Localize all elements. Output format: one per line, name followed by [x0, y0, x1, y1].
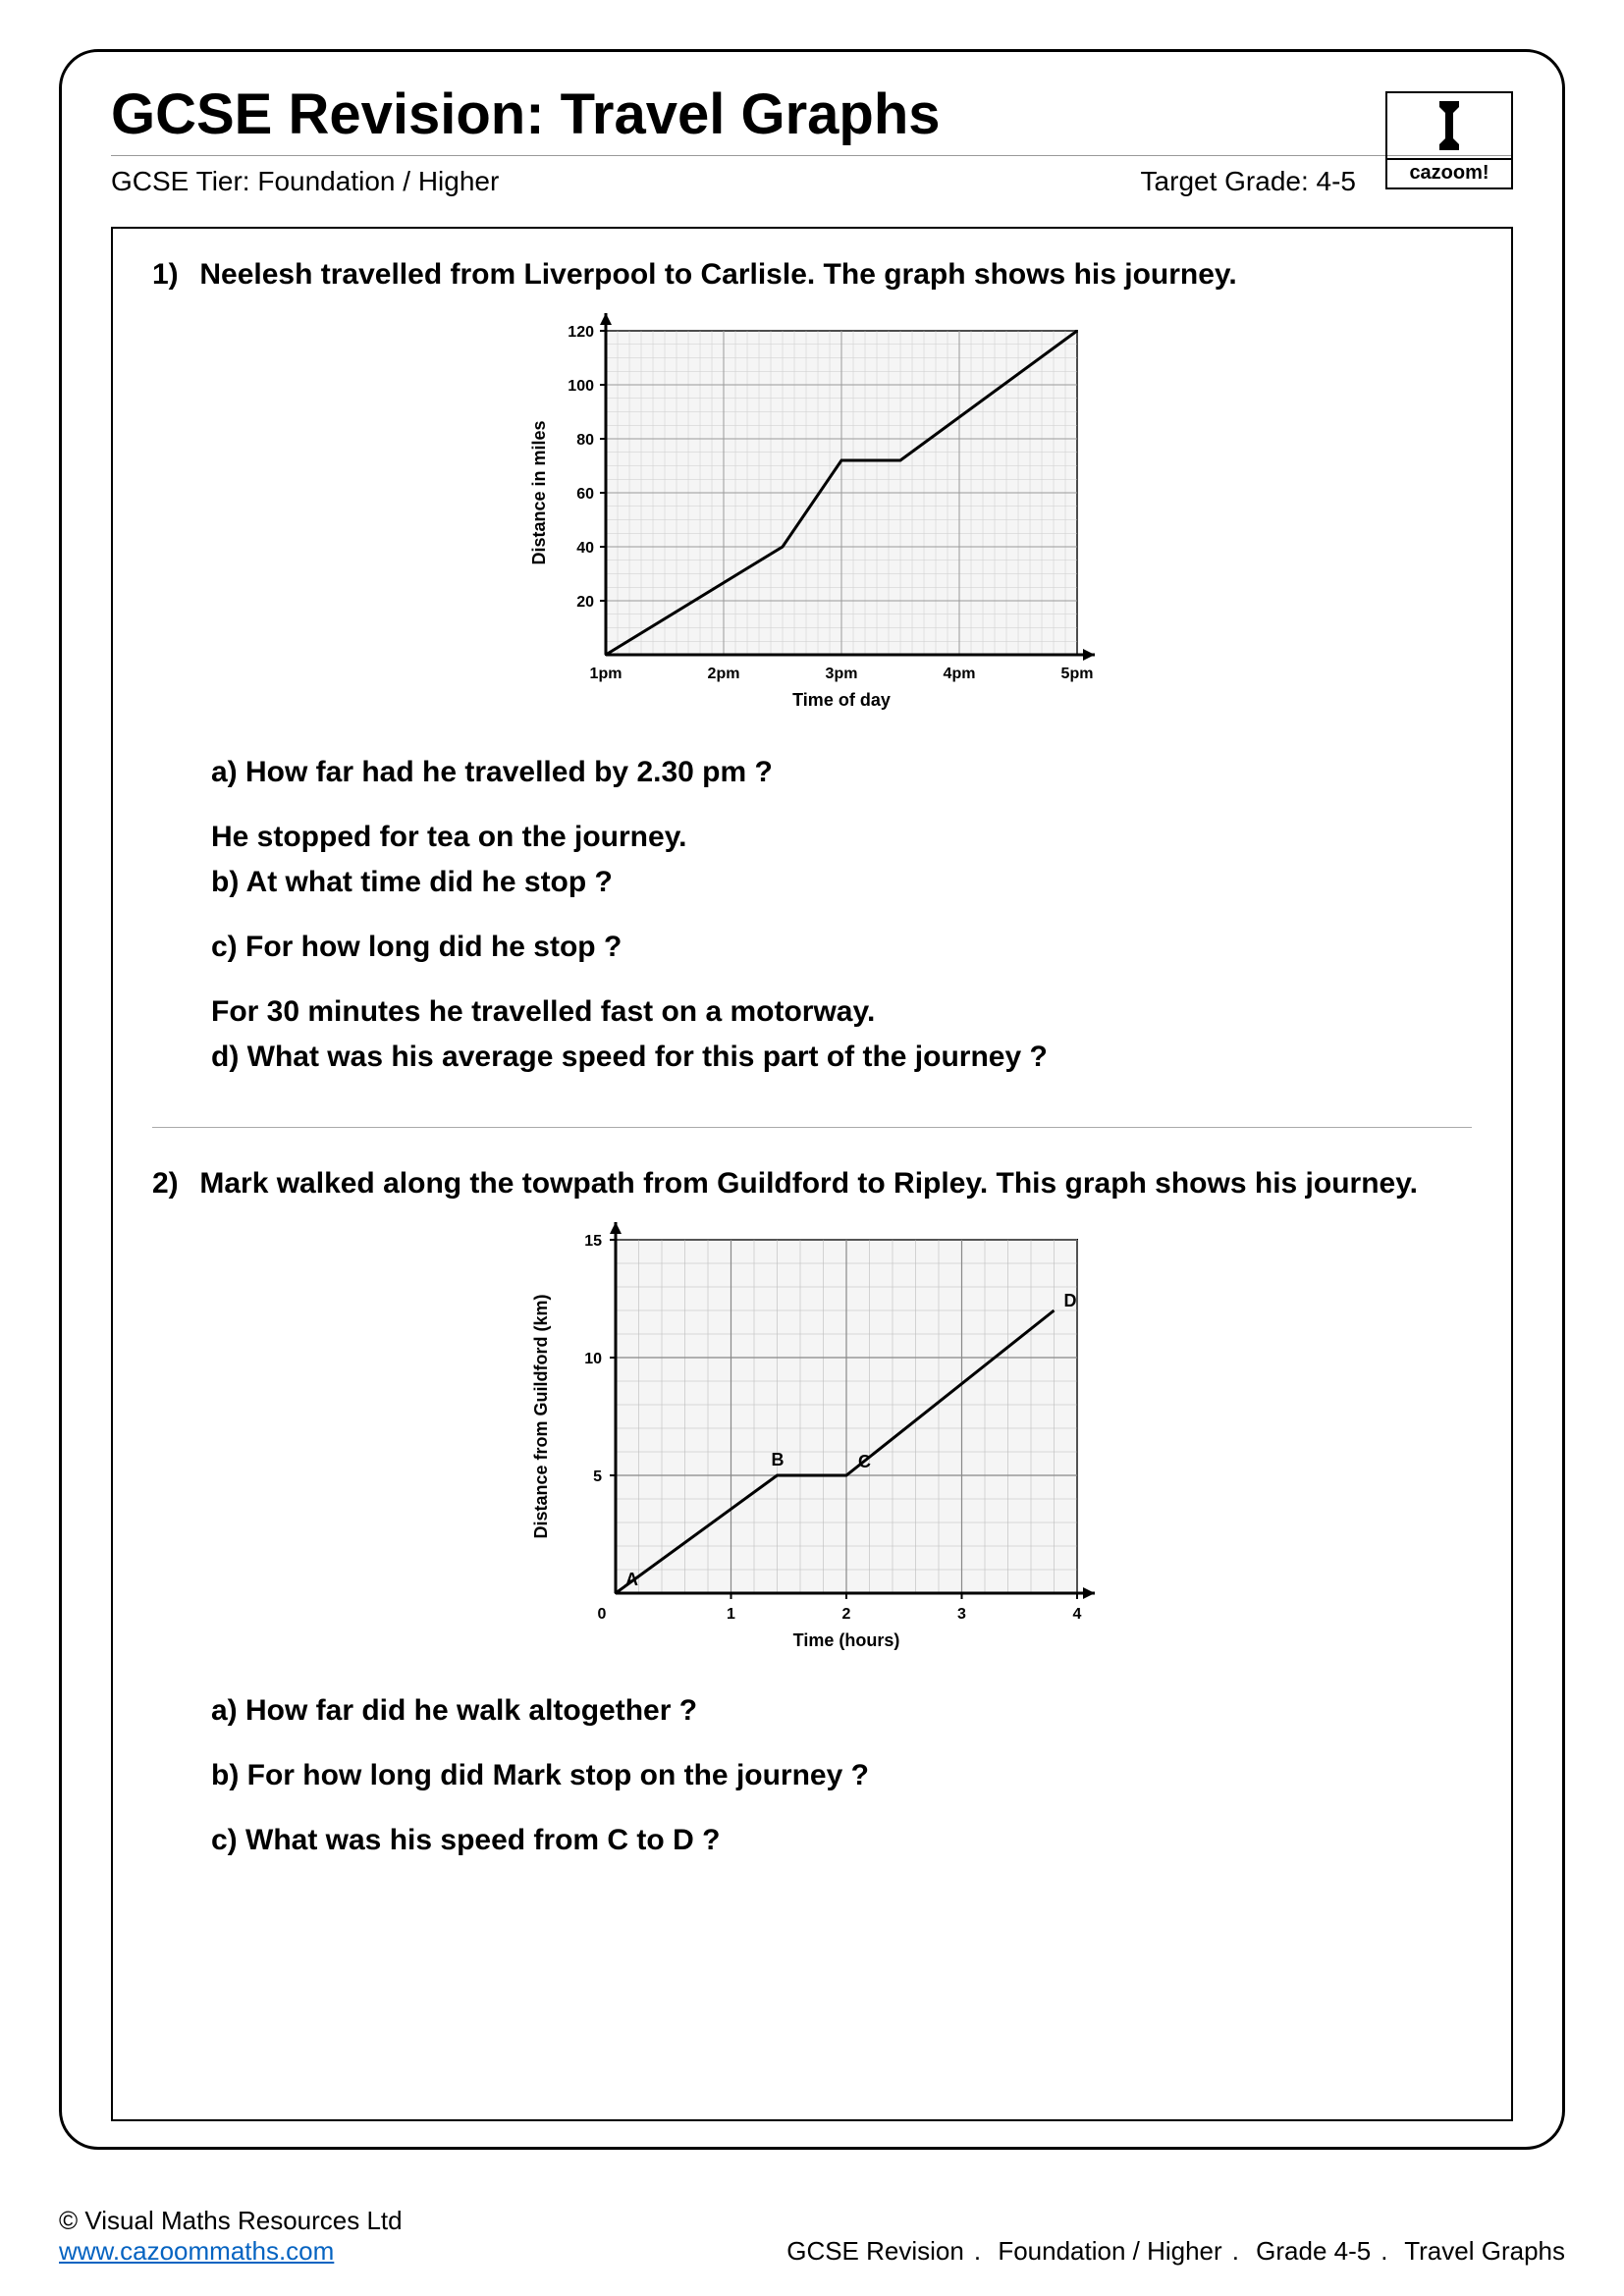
- crumb1: GCSE Revision: [786, 2236, 964, 2266]
- logo-icon: [1430, 99, 1469, 154]
- q2-b: b) For how long did Mark stop on the jou…: [211, 1755, 1472, 1796]
- svg-text:10: 10: [584, 1351, 602, 1367]
- q1-context1: He stopped for tea on the journey.: [211, 817, 1472, 858]
- q1-text: Neelesh travelled from Liverpool to Carl…: [199, 258, 1236, 291]
- svg-text:3pm: 3pm: [826, 666, 858, 682]
- svg-text:Distance in miles: Distance in miles: [529, 420, 549, 564]
- copyright: © Visual Maths Resources Ltd: [59, 2206, 1565, 2236]
- svg-text:2pm: 2pm: [708, 666, 740, 682]
- q1-context2: For 30 minutes he travelled fast on a mo…: [211, 991, 1472, 1033]
- q2-chart: 1 2 3 4 0 5 10 15 Time (hours) Distance from Guil…: [152, 1220, 1472, 1667]
- svg-text:120: 120: [568, 324, 594, 341]
- svg-text:0: 0: [598, 1606, 607, 1623]
- divider: [152, 1127, 1472, 1128]
- svg-text:60: 60: [576, 486, 594, 503]
- svg-text:Distance from Guildford (km): Distance from Guildford (km): [531, 1294, 551, 1538]
- page-title: GCSE Revision: Travel Graphs: [111, 81, 1513, 147]
- q2-prompt: 2) Mark walked along the towpath from Gu…: [152, 1167, 1472, 1201]
- q2-a: a) How far did he walk altogether ?: [211, 1690, 1472, 1732]
- svg-text:B: B: [772, 1450, 785, 1469]
- svg-text:3: 3: [957, 1606, 966, 1623]
- svg-text:1pm: 1pm: [590, 666, 623, 682]
- svg-text:A: A: [625, 1570, 638, 1589]
- svg-text:2: 2: [842, 1606, 851, 1623]
- footer-right: GCSE Revision. Foundation / Higher. Grad…: [786, 2236, 1565, 2267]
- q2-chart-svg: 1 2 3 4 0 5 10 15 Time (hours) Distance from Guil…: [517, 1220, 1107, 1662]
- svg-text:15: 15: [584, 1233, 602, 1250]
- q1-prompt: 1) Neelesh travelled from Liverpool to C…: [152, 258, 1472, 292]
- svg-text:80: 80: [576, 432, 594, 449]
- svg-text:40: 40: [576, 540, 594, 557]
- svg-text:4: 4: [1073, 1606, 1082, 1623]
- crumb4: Travel Graphs: [1404, 2236, 1565, 2266]
- crumb3: Grade 4-5: [1256, 2236, 1371, 2266]
- svg-text:5pm: 5pm: [1061, 666, 1094, 682]
- grade-label: Target Grade: 4-5: [1141, 166, 1356, 197]
- q1-c: c) For how long did he stop ?: [211, 927, 1472, 968]
- page-frame: GCSE Revision: Travel Graphs cazoom! GCS…: [59, 49, 1565, 2150]
- q2-c: c) What was his speed from C to D ?: [211, 1820, 1472, 1861]
- cazoom-logo: cazoom!: [1385, 91, 1513, 189]
- svg-text:100: 100: [568, 378, 594, 395]
- page-footer: © Visual Maths Resources Ltd www.cazoomm…: [59, 2206, 1565, 2267]
- tier-label: GCSE Tier: Foundation / Higher: [111, 166, 499, 197]
- footer-url[interactable]: www.cazoommaths.com: [59, 2236, 334, 2266]
- svg-text:20: 20: [576, 594, 594, 611]
- q1-b: b) At what time did he stop ?: [211, 862, 1472, 903]
- q1-number: 1): [152, 258, 191, 292]
- q2-number: 2): [152, 1167, 191, 1201]
- svg-text:Time (hours): Time (hours): [793, 1630, 900, 1650]
- svg-text:D: D: [1064, 1291, 1077, 1310]
- page-header: GCSE Revision: Travel Graphs cazoom!: [111, 81, 1513, 156]
- svg-text:C: C: [858, 1452, 871, 1471]
- svg-text:4pm: 4pm: [944, 666, 976, 682]
- q2-text: Mark walked along the towpath from Guild…: [199, 1167, 1418, 1200]
- q1-chart-svg: 1pm 2pm 3pm 4pm 5pm 20 40 60 80 100 120 Time of day…: [517, 311, 1107, 723]
- crumb2: Foundation / Higher: [998, 2236, 1221, 2266]
- svg-text:1: 1: [727, 1606, 735, 1623]
- q1-chart: 1pm 2pm 3pm 4pm 5pm 20 40 60 80 100 120 Time of day…: [152, 311, 1472, 728]
- q1-a: a) How far had he travelled by 2.30 pm ?: [211, 752, 1472, 793]
- svg-text:Time of day: Time of day: [792, 690, 891, 710]
- logo-text: cazoom!: [1387, 158, 1511, 185]
- content-box: 1) Neelesh travelled from Liverpool to C…: [111, 227, 1513, 2121]
- q1-d: d) What was his average speed for this p…: [211, 1037, 1472, 1078]
- svg-text:5: 5: [593, 1468, 602, 1485]
- subheader: GCSE Tier: Foundation / Higher Target Gr…: [111, 166, 1513, 197]
